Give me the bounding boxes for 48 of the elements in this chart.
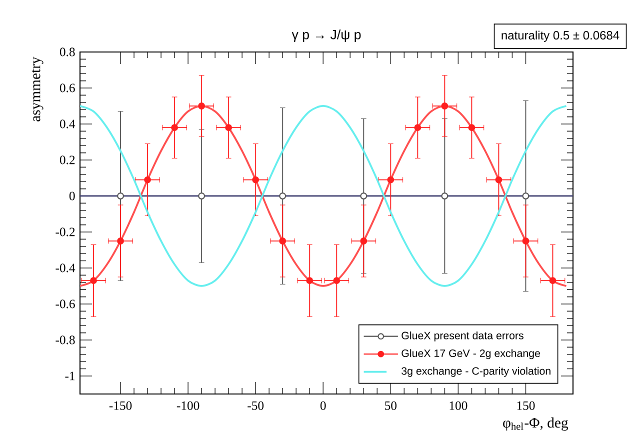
- x-tick-label: 0: [320, 401, 326, 410]
- y-tick-label: 0.4: [60, 120, 76, 128]
- point: [360, 192, 368, 200]
- legend-label: GlueX present data errors: [402, 331, 524, 342]
- point: [117, 192, 124, 200]
- point: [306, 277, 314, 284]
- y-tick-label: 0: [69, 192, 75, 200]
- y-tick-label: -0.2: [56, 228, 75, 236]
- point: [90, 277, 97, 284]
- chart-title: γ p → J/ψ p: [292, 30, 361, 42]
- legend-label: GlueX 17 GeV - 2g exchange: [402, 349, 540, 360]
- point: [252, 176, 260, 184]
- text: naturality 0.5 ± 0.0684: [502, 30, 620, 42]
- y-tick-label: -1: [65, 372, 75, 380]
- point: [279, 192, 286, 200]
- point: [495, 176, 502, 184]
- point: [522, 238, 530, 244]
- point: [522, 192, 530, 200]
- y-tick-label: 0.6: [60, 84, 75, 92]
- point: [171, 124, 178, 132]
- point: [549, 277, 556, 284]
- x-axis-title: φ$_{hel}$-Φ, deg: [503, 417, 568, 431]
- y-tick-label: -0.4: [56, 264, 76, 272]
- y-tick-label: -0.6: [56, 300, 75, 308]
- x-tick-label: -50: [248, 401, 264, 410]
- point: [441, 102, 448, 110]
- point: [441, 192, 448, 200]
- point: [225, 124, 232, 132]
- point: [144, 176, 152, 184]
- x-tick-label: 150: [517, 401, 535, 410]
- legend-label: 3g exchange - C-parity violation: [402, 366, 550, 377]
- point: [360, 238, 368, 244]
- point: [198, 102, 206, 110]
- y-tick-label: 0.2: [60, 156, 75, 164]
- point: [279, 238, 286, 244]
- y-axis-title: asymmetry: [32, 56, 44, 122]
- point: [117, 238, 124, 244]
- x-tick-label: 100: [450, 401, 468, 410]
- point: [198, 192, 206, 200]
- point: [333, 277, 340, 284]
- point: [414, 124, 422, 132]
- point: [387, 176, 394, 184]
- y-tick-label: 0.8: [60, 48, 75, 56]
- x-tick-label: -150: [109, 401, 132, 410]
- x-tick-label: 50: [385, 401, 397, 410]
- x-tick-label: -100: [176, 401, 200, 410]
- point: [468, 124, 476, 132]
- y-tick-label: -0.8: [56, 336, 75, 344]
